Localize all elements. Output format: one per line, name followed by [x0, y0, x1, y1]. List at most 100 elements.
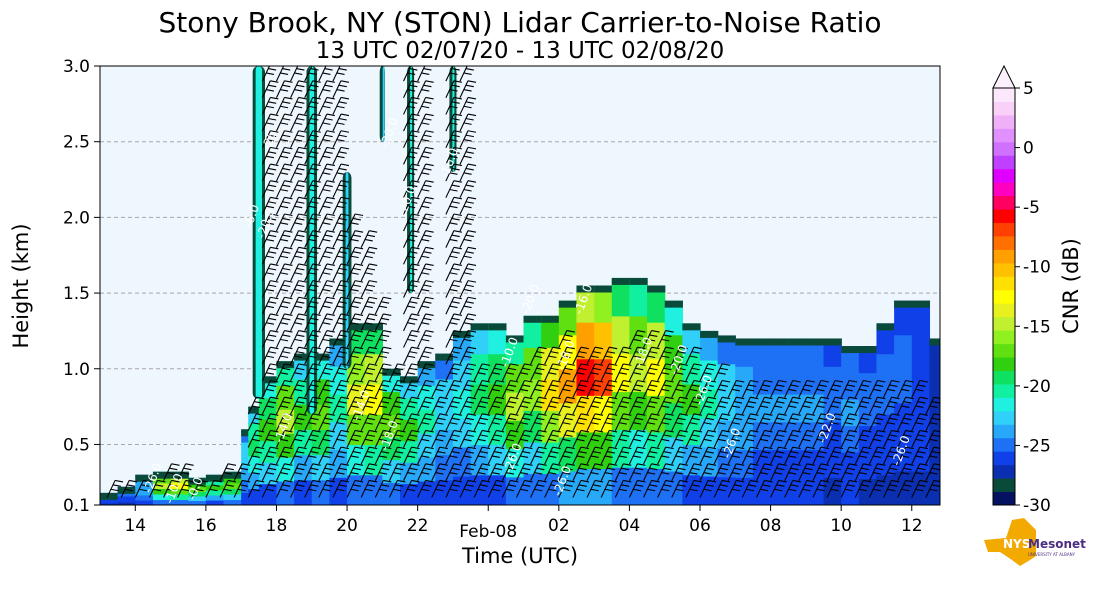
cnr-cell: [470, 323, 489, 355]
wind-barb: [417, 330, 434, 348]
wind-barb: [614, 363, 632, 382]
wind-barb: [741, 463, 759, 482]
wind-barb: [544, 479, 561, 498]
wind-barb: [332, 313, 350, 332]
cnr-cell: [241, 454, 249, 468]
wind-barb: [868, 379, 886, 398]
cnr-cell: [876, 353, 895, 385]
wind-barb: [925, 479, 940, 498]
cnr-edge: [558, 300, 578, 308]
wind-barb: [304, 429, 321, 448]
wind-barb: [784, 446, 801, 465]
wind-barb: [713, 363, 731, 382]
wind-barb: [318, 479, 335, 498]
cnr-cell: [364, 474, 383, 505]
wind-barb: [304, 130, 321, 148]
wind-barb: [671, 479, 688, 498]
wind-barb: [741, 446, 759, 465]
wind-barb: [205, 479, 222, 498]
cnr-cell: [558, 470, 578, 505]
cnr-edge: [311, 353, 331, 361]
wind-barb: [261, 66, 279, 82]
wind-barb: [487, 396, 505, 415]
wind-barb: [275, 130, 293, 148]
wind-barb: [360, 246, 378, 265]
cnr-edge: [894, 300, 913, 308]
wind-barb: [685, 479, 702, 498]
x-tick-label-11: 12: [901, 516, 923, 536]
wind-barb: [417, 296, 434, 315]
cnr-edge: [241, 429, 249, 437]
wind-barb: [473, 463, 491, 482]
cnr-cell: [911, 436, 931, 472]
cnr-cell: [152, 493, 172, 501]
plot-frame: [99, 65, 941, 506]
wind-barb: [403, 363, 420, 382]
wind-barb: [445, 180, 462, 198]
wind-barb: [374, 346, 392, 365]
wind-barb: [332, 396, 350, 415]
cnr-cell: [347, 383, 366, 415]
wind-barb: [840, 479, 858, 498]
wind-barb: [897, 379, 914, 398]
cnr-cell: [117, 492, 136, 497]
wind-barb: [374, 463, 392, 482]
wind-barb: [163, 463, 180, 482]
cnr-edge: [470, 323, 489, 331]
wind-barb: [346, 479, 364, 498]
cnr-cell: [188, 491, 207, 497]
wind-barb: [459, 413, 477, 432]
wind-barb: [784, 463, 801, 482]
cnr-edge: [435, 353, 454, 361]
wind-barb: [275, 80, 293, 99]
wind-barb: [600, 429, 618, 448]
wind-barb: [643, 429, 660, 448]
wind-barb: [459, 180, 477, 198]
cnr-cell: [400, 483, 419, 505]
wind-barb: [261, 346, 279, 365]
cnr-cell: [541, 441, 560, 475]
x-tick-label-0: 14: [124, 516, 146, 536]
wind-barb: [346, 346, 364, 365]
colorbar-segment-27: [993, 128, 1015, 143]
cnr-cell: [700, 388, 719, 419]
cnr-edge: [858, 346, 878, 354]
wind-barb: [374, 479, 392, 498]
cnr-cell: [629, 467, 648, 505]
cnr-cell: [841, 399, 860, 427]
wind-barb: [826, 413, 844, 432]
cnr-cell: [223, 488, 242, 495]
wind-barb: [770, 379, 787, 398]
wind-barb: [586, 363, 604, 382]
wind-barb: [685, 429, 702, 448]
cnr-cell: [135, 479, 154, 486]
wind-barb: [614, 379, 632, 398]
wind-barb: [713, 429, 731, 448]
wind-barb: [120, 479, 138, 498]
wind-barb: [812, 479, 830, 498]
wind-barb: [445, 66, 462, 82]
wind-barb: [572, 413, 590, 432]
cnr-cell: [248, 406, 260, 424]
wind-barb: [388, 413, 406, 432]
wind-barb: [290, 213, 307, 232]
wind-barb: [261, 479, 279, 498]
wind-barb: [332, 346, 350, 365]
wind-barb: [558, 479, 575, 498]
cnr-edge: [717, 335, 736, 343]
wind-barb: [798, 446, 815, 465]
wind-barb: [177, 463, 194, 482]
cnr-cell: [911, 470, 931, 505]
wind-barb: [755, 463, 773, 482]
cnr-cell: [788, 366, 807, 395]
logo-tagline: UNIVERSITY AT ALBANY: [1028, 552, 1076, 557]
wind-barb: [318, 446, 335, 465]
wind-barb: [360, 463, 378, 482]
wind-barb: [388, 446, 406, 465]
wind-barb: [770, 479, 787, 498]
cnr-cell: [100, 498, 119, 502]
cnr-edge: [152, 471, 172, 479]
wind-barb: [290, 463, 307, 482]
wind-barb: [318, 429, 335, 448]
colorbar-tick-label-7: -30: [1023, 496, 1051, 516]
